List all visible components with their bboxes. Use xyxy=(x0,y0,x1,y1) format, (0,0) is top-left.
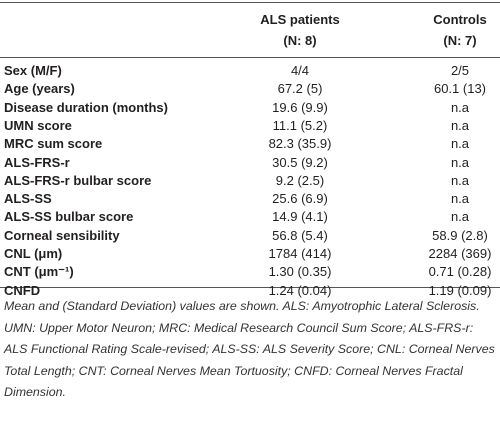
table-cell: 9.2 (2.5) xyxy=(275,172,325,188)
table-cell: 56.8 (5.4) xyxy=(272,227,328,243)
row-label: MRC sum score xyxy=(4,136,103,152)
top-rule xyxy=(0,2,500,3)
row-label: CNT (μm⁻¹) xyxy=(4,264,74,280)
header-rule xyxy=(0,57,500,58)
header-cell: ALS patients xyxy=(260,12,340,27)
table-cell: 19.6 (9.9) xyxy=(272,99,328,115)
table-cell: 67.2 (5) xyxy=(277,81,323,97)
table-cell: n.a xyxy=(450,117,470,133)
header-cell: Controls xyxy=(433,12,487,27)
table-cell: 2/5 xyxy=(450,63,470,78)
table-cell: 1.24 (0.04) xyxy=(268,282,332,298)
row-label: ALS-SS xyxy=(4,191,52,207)
table-cell: 82.3 (35.9) xyxy=(268,136,332,152)
row-label: UMN score xyxy=(4,117,72,133)
table-cell: 1.19 (0.09) xyxy=(428,282,492,298)
row-label: CNL (μm) xyxy=(4,246,63,261)
table-cell: 60.1 (13) xyxy=(433,81,487,97)
row-label: CNFD xyxy=(4,282,41,298)
header-cell: (N: 8) xyxy=(283,33,317,48)
table-cell: 30.5 (9.2) xyxy=(272,154,328,170)
table-cell: 25.6 (6.9) xyxy=(272,191,328,207)
table-cell: n.a xyxy=(450,172,470,188)
table-cell: 4/4 xyxy=(290,63,310,78)
footnote: Mean and (Standard Deviation) values are… xyxy=(4,299,495,400)
table-cell: n.a xyxy=(450,209,470,225)
table-cell: n.a xyxy=(450,99,470,115)
table-cell: 0.71 (0.28) xyxy=(428,264,492,280)
table-cell: n.a xyxy=(450,136,470,152)
row-label: ALS-FRS-r xyxy=(4,154,70,170)
row-label: Disease duration (months) xyxy=(4,99,168,115)
bottom-rule xyxy=(0,287,500,288)
table-cell: 58.9 (2.8) xyxy=(432,227,488,243)
table-cell: 14.9 (4.1) xyxy=(272,209,328,225)
table-cell: 2284 (369) xyxy=(428,246,492,261)
table-cell: n.a xyxy=(450,154,470,170)
row-label: ALS-SS bulbar score xyxy=(4,209,134,225)
row-label: Sex (M/F) xyxy=(4,63,62,78)
table-cell: 1.30 (0.35) xyxy=(268,264,332,280)
table-cell: 1784 (414) xyxy=(268,246,332,261)
table-cell: 11.1 (5.2) xyxy=(272,117,328,133)
row-label: Age (years) xyxy=(4,81,75,97)
table-cell: n.a xyxy=(450,191,470,207)
header-cell: (N: 7) xyxy=(443,33,477,48)
row-label: Corneal sensibility xyxy=(4,227,120,243)
row-label: ALS-FRS-r bulbar score xyxy=(4,172,152,188)
